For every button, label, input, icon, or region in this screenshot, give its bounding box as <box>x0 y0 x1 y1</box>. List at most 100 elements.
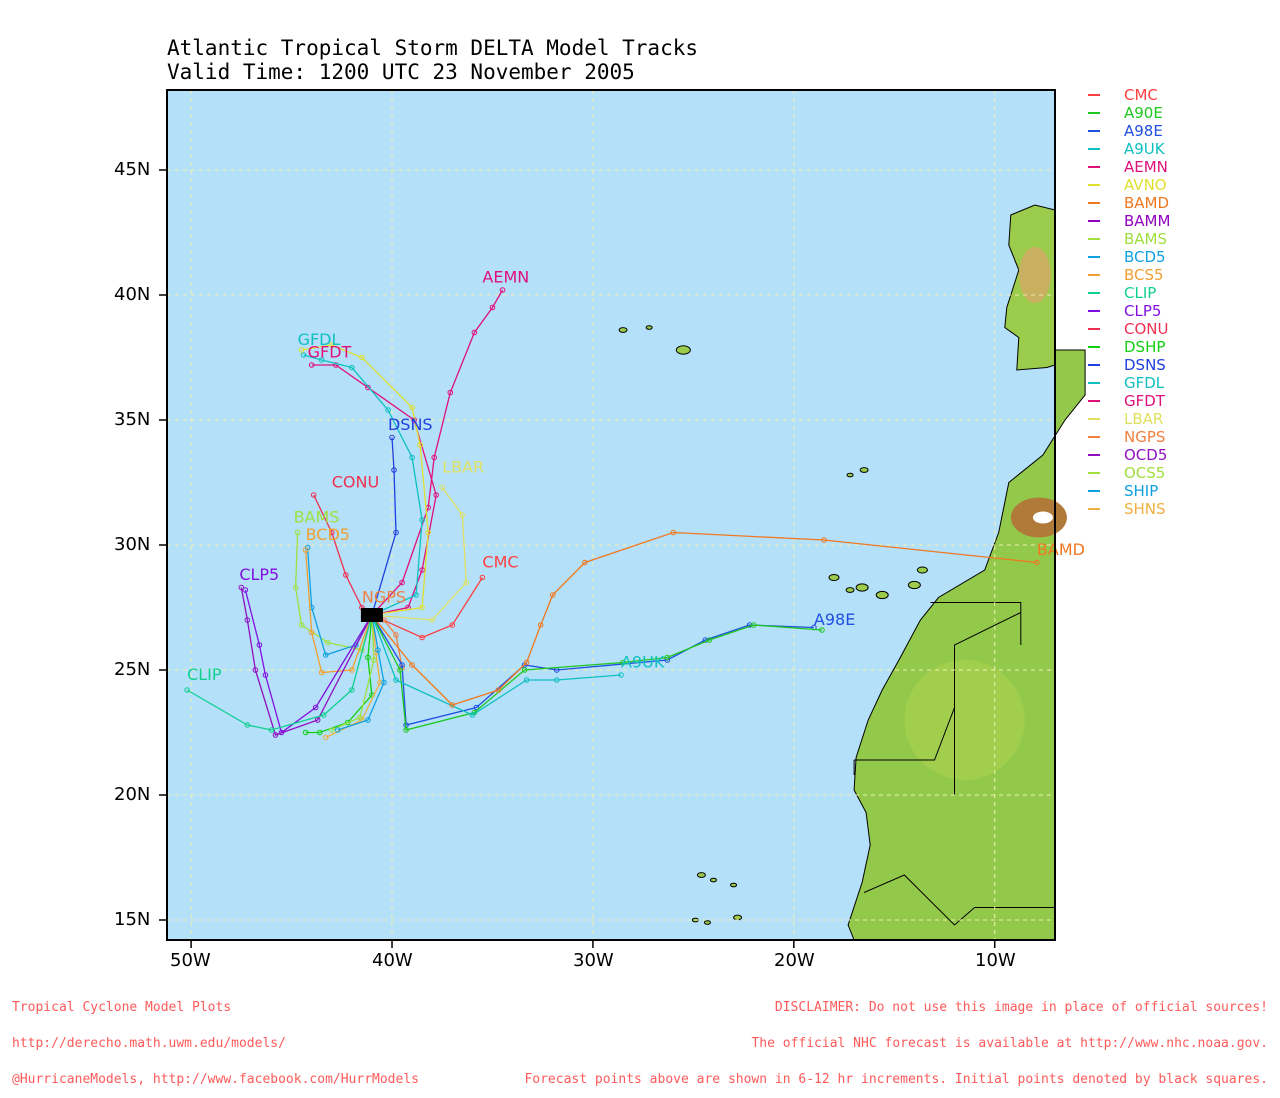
legend-item-ship: SHIP <box>1088 482 1278 500</box>
track-ship <box>337 614 385 731</box>
track-a98e <box>371 614 814 726</box>
island <box>696 872 706 878</box>
legend-label: SHIP <box>1124 482 1159 500</box>
track-label-aemn: AEMN <box>482 268 529 287</box>
forecast-point <box>314 717 321 723</box>
legend-swatch <box>1088 454 1100 456</box>
legend-label: BAMS <box>1124 230 1168 248</box>
forecast-point <box>819 627 825 633</box>
forecast-point <box>375 647 381 653</box>
model-legend: CMC A90E A98E A9UK AEMN AVNO BAMD BAMM BAMS BCD5 B… <box>1088 86 1278 518</box>
island <box>875 590 889 600</box>
atlas-snow <box>1032 511 1053 524</box>
legend-label: BAMM <box>1124 212 1171 230</box>
forecast-point <box>242 587 249 593</box>
forecast-point <box>391 467 397 473</box>
track-bcs5 <box>304 549 373 674</box>
forecast-point <box>312 704 319 711</box>
forecast-point <box>706 637 713 643</box>
legend-swatch <box>1088 292 1100 294</box>
forecast-point <box>298 622 305 628</box>
forecast-point <box>320 712 327 718</box>
track-lbar <box>371 487 467 621</box>
footer-credit-social[interactable]: @HurricaneModels, http://www.facebook.co… <box>12 1072 419 1087</box>
forecast-point <box>399 662 405 668</box>
forecast-point <box>318 669 325 676</box>
legend-item-cmc: CMC <box>1088 86 1278 104</box>
disclaimer-line-2: The official NHC forecast is available a… <box>751 1036 1268 1051</box>
initial-position-marker <box>360 608 383 622</box>
forecast-point <box>302 547 309 553</box>
track-gfdl <box>303 354 423 616</box>
legend-swatch <box>1088 364 1100 366</box>
forecast-point <box>582 559 588 566</box>
forecast-point <box>381 679 387 686</box>
track-label-bcd5: BCD5 <box>306 525 350 544</box>
legend-swatch <box>1088 256 1100 258</box>
forecast-point <box>425 529 431 536</box>
legend-label: GFDL <box>1124 374 1165 392</box>
track-dsns <box>371 437 397 616</box>
forecast-point <box>328 727 335 733</box>
track-aemn <box>371 289 504 616</box>
forecast-point <box>322 652 329 658</box>
forecast-point <box>417 442 423 448</box>
forecast-point <box>1034 559 1040 566</box>
legend-item-bams: BAMS <box>1088 230 1278 248</box>
lon-label-30w: 30W <box>573 950 614 971</box>
track-label-a98e: A98E <box>814 610 855 629</box>
forecast-point <box>268 727 275 733</box>
forecast-point <box>397 667 403 673</box>
forecast-point <box>343 572 349 578</box>
legend-item-gfdt: GFDT <box>1088 392 1278 410</box>
forecast-point <box>473 704 480 711</box>
forecast-point <box>523 659 530 666</box>
legend-label: A98E <box>1124 122 1163 140</box>
legend-label: CONU <box>1124 320 1169 338</box>
africa-land <box>847 349 1086 941</box>
legend-label: BCS5 <box>1124 266 1164 284</box>
forecast-point <box>447 389 454 396</box>
forecast-point <box>750 622 757 628</box>
forecast-point <box>365 717 371 723</box>
island <box>916 566 928 574</box>
disclaimer-line-1: DISCLAIMER: Do not use this image in pla… <box>774 1000 1268 1015</box>
forecast-point <box>389 434 395 441</box>
lon-label-10w: 10W <box>975 950 1016 971</box>
forecast-point <box>449 702 456 708</box>
footer-credit-url[interactable]: http://derecho.math.uwm.edu/models/ <box>12 1036 286 1051</box>
lat-label-40n: 40N <box>114 284 151 305</box>
legend-item-bcd5: BCD5 <box>1088 248 1278 266</box>
island <box>703 920 711 925</box>
disclaimer-line-3: Forecast points above are shown in 6-12 … <box>524 1072 1268 1087</box>
forecast-point <box>262 672 269 678</box>
legend-item-aemn: AEMN <box>1088 158 1278 176</box>
legend-item-lbar: LBAR <box>1088 410 1278 428</box>
legend-item-bcs5: BCS5 <box>1088 266 1278 284</box>
forecast-point <box>349 687 355 693</box>
legend-label: DSNS <box>1124 356 1166 374</box>
legend-label: DSHP <box>1124 338 1166 356</box>
forecast-point <box>664 654 671 661</box>
legend-label: OCD5 <box>1124 446 1168 464</box>
legend-label: BCD5 <box>1124 248 1166 266</box>
legend-item-clp5: CLP5 <box>1088 302 1278 320</box>
forecast-point <box>495 687 502 693</box>
track-label-a9uk: A9UK <box>621 653 665 672</box>
legend-label: CLP5 <box>1124 302 1162 320</box>
forecast-point <box>292 584 299 591</box>
forecast-point <box>419 517 425 523</box>
forecast-point <box>308 629 315 636</box>
forecast-point <box>385 407 391 413</box>
forecast-point <box>393 632 399 638</box>
legend-swatch <box>1088 94 1100 96</box>
lon-label-50w: 50W <box>170 950 211 971</box>
forecast-point <box>324 639 331 646</box>
forecast-point <box>322 734 329 741</box>
forecast-point <box>471 329 478 336</box>
forecast-point <box>463 579 470 586</box>
forecast-point <box>489 304 496 311</box>
forecast-point <box>431 454 438 461</box>
legend-label: AVNO <box>1124 176 1167 194</box>
